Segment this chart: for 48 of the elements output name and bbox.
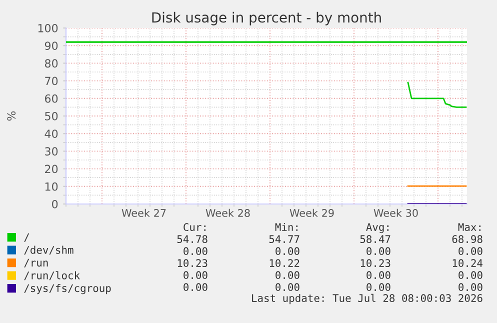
- text: Max:: [458, 223, 480, 232]
- y-tick-label: 10: [45, 182, 58, 191]
- text: 0.00: [184, 283, 208, 292]
- text: 0.00: [184, 247, 208, 256]
- text: Cur:: [184, 223, 206, 232]
- chart-title: Disk usage in percent - by month: [152, 12, 381, 26]
- y-tick-label: 50: [45, 112, 58, 120]
- legend-label: /dev/shm: [24, 246, 74, 255]
- text: 0.00: [276, 271, 300, 280]
- text: 0.00: [458, 283, 482, 292]
- text: 10.24: [452, 259, 483, 268]
- text: 0.00: [366, 283, 390, 292]
- y-axis-title: %: [7, 111, 16, 121]
- text: 58.47: [360, 235, 390, 244]
- y-tick-label: 20: [45, 164, 58, 174]
- text: 0.00: [458, 271, 482, 280]
- text: 68.98: [452, 235, 482, 244]
- y-tick-label: 90: [44, 42, 58, 50]
- text: 10.23: [360, 259, 390, 268]
- text: 0.00: [458, 247, 482, 256]
- text: 10.22: [270, 259, 300, 268]
- legend-label: /: [24, 233, 30, 242]
- legend-label: /run: [24, 258, 48, 268]
- text: 0.00: [276, 247, 300, 256]
- text: Min:: [275, 222, 298, 231]
- text: 0.00: [366, 247, 390, 256]
- legend-label: /sys/fs/cgroup: [24, 284, 111, 294]
- y-tick-label: 80: [44, 59, 58, 68]
- text: Avg:: [366, 223, 388, 234]
- legend-label: /run/lock: [24, 271, 80, 280]
- x-tick-label: Week 27: [122, 208, 166, 217]
- text: 54.77: [269, 235, 300, 244]
- text: 0.00: [184, 271, 208, 280]
- y-tick-label: 100: [38, 24, 58, 32]
- x-tick-label: Week 29: [290, 208, 334, 217]
- y-tick-label: 30: [45, 147, 58, 156]
- y-tick-label: 60: [45, 94, 58, 103]
- line-series: [407, 82, 467, 108]
- x-tick-label: Week 30: [374, 208, 418, 217]
- text: Last update: Tue Jul 28 08:00:03 2026: [252, 294, 482, 304]
- y-tick-label: 40: [44, 130, 58, 138]
- text: 10.23: [178, 259, 208, 268]
- text: 0.00: [276, 283, 300, 292]
- y-tick-label: 0: [52, 200, 58, 208]
- y-tick-label: 70: [45, 76, 58, 86]
- x-tick-label: Week 28: [206, 208, 250, 217]
- text: 0.00: [366, 271, 390, 280]
- text: 54.78: [177, 235, 208, 244]
